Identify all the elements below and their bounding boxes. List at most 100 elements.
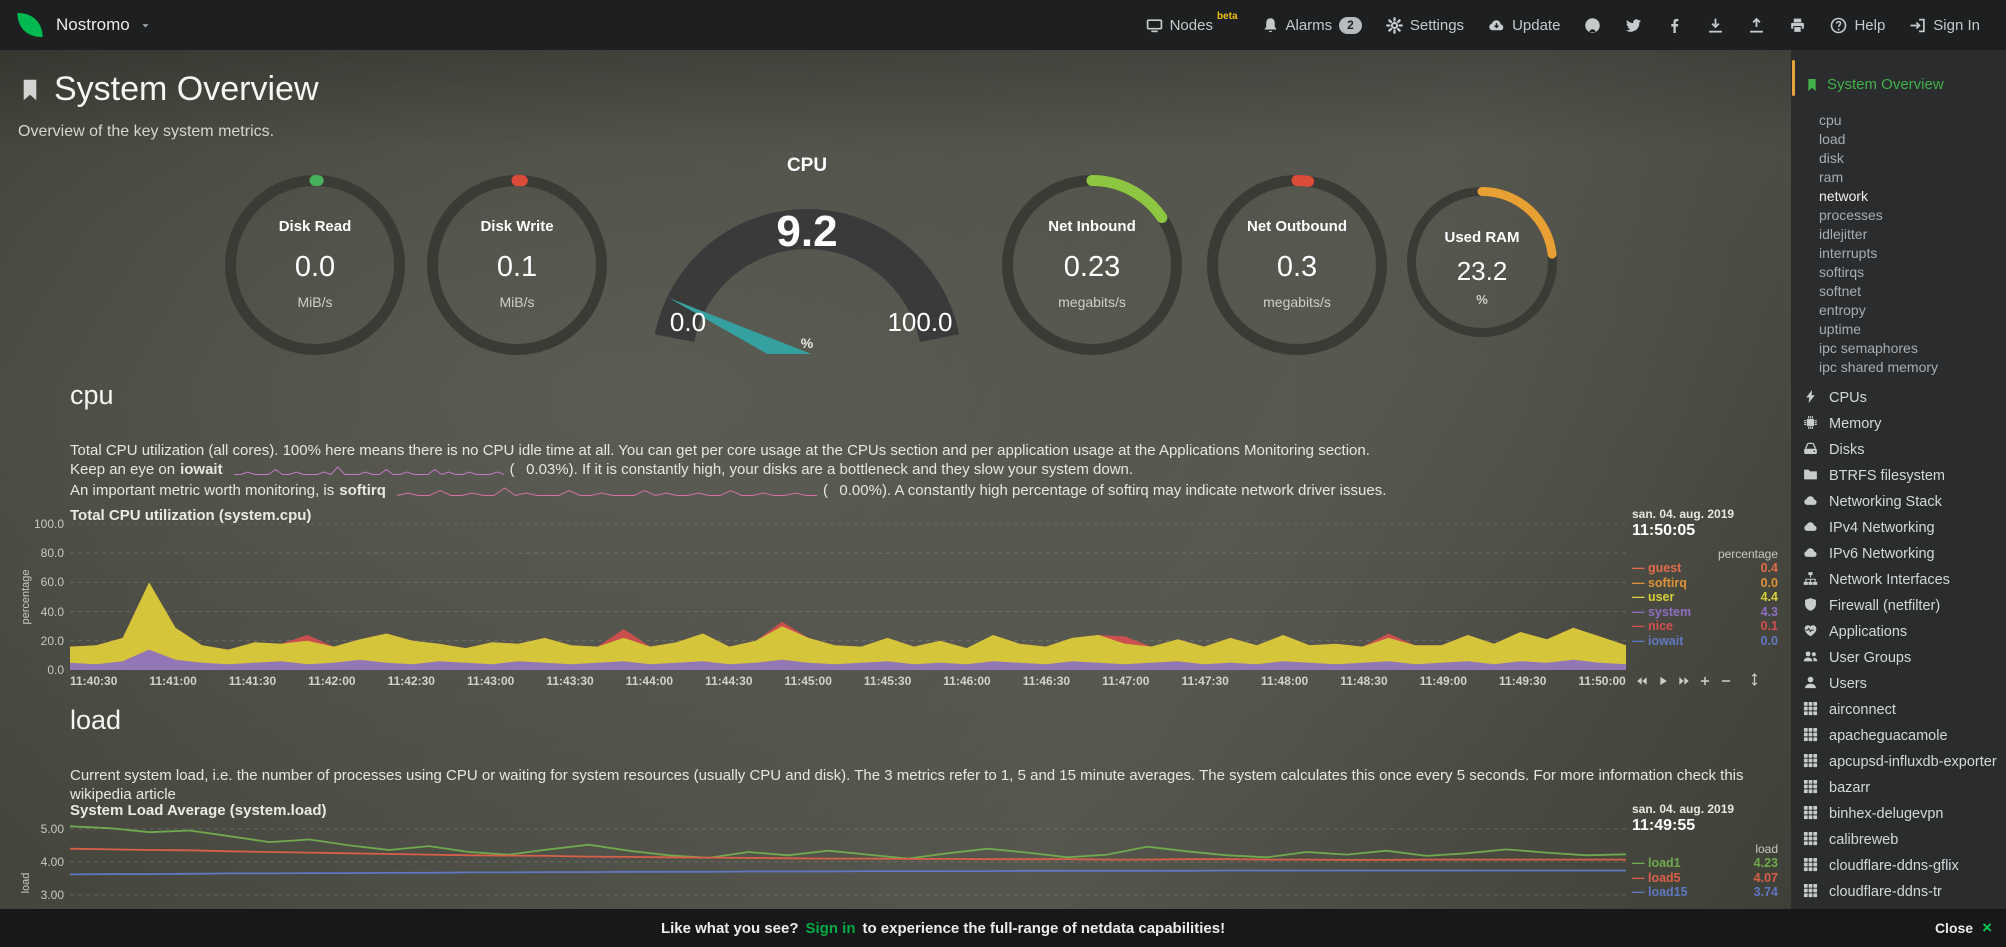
sidebar-item-ipc-shared-memory[interactable]: ipc shared memory	[1819, 359, 1939, 375]
cpu-utilization-chart[interactable]: Total CPU utilization (system.cpu) 100.0…	[0, 507, 1791, 717]
topbar-import[interactable]	[1695, 0, 1736, 50]
sidebar-item-firewall-netfilter[interactable]: Firewall (netfilter)	[1803, 593, 2000, 619]
topbar-export[interactable]	[1736, 0, 1777, 50]
topbar-signin[interactable]: Sign In	[1897, 0, 1992, 50]
disk-read-pie-chart[interactable]	[225, 175, 405, 355]
grid-icon	[1803, 831, 1820, 846]
topbar-update[interactable]: Update	[1476, 0, 1572, 50]
hostname[interactable]: Nostromo	[56, 15, 130, 34]
topbar-alarms-label: Alarms	[1285, 16, 1333, 34]
iowait-sparkline-chart[interactable]	[233, 462, 504, 481]
sidebar-item-cloudflare-ddns-gflix[interactable]: cloudflare-ddns-gflix	[1803, 853, 2000, 879]
sidebar-item-processes[interactable]: processes	[1819, 207, 1883, 223]
signin-link[interactable]: Sign in	[805, 919, 856, 937]
sidebar-item-applications[interactable]: Applications	[1803, 619, 2000, 645]
topbar-twitter[interactable]	[1613, 0, 1654, 50]
disk-write-pie-chart[interactable]	[427, 175, 607, 355]
skip-forward-button[interactable]	[1678, 675, 1690, 687]
sidebar-item-load[interactable]: load	[1819, 131, 1846, 147]
legend-dimension-value: 3.74	[1753, 885, 1778, 899]
sidebar-item-system-overview[interactable]: System Overview	[1805, 76, 2000, 93]
banner-close-button[interactable]: Close ×	[1935, 918, 1992, 938]
legend-dimension-system[interactable]: — system 4.3	[1632, 605, 1778, 620]
topbar-settings[interactable]: Settings	[1374, 0, 1476, 50]
node-selector[interactable]: Nostromo	[14, 9, 151, 41]
play-button[interactable]	[1657, 675, 1669, 687]
sidebar-item-ipv6-networking[interactable]: IPv6 Networking	[1803, 541, 2000, 567]
topbar-github[interactable]	[1572, 0, 1613, 50]
sidebar-item-ipv4-networking[interactable]: IPv4 Networking	[1803, 515, 2000, 541]
cpu-note-iowait: Keep an eye on iowait (0.03%). If it is co…	[70, 460, 1791, 481]
gauge-net-outbound[interactable]: Net Outbound 0.3 megabits/s	[1207, 175, 1387, 355]
cpu-gauge-chart[interactable]	[652, 179, 962, 354]
chart-resize-handle[interactable]	[1748, 673, 1761, 686]
legend-dimension-user[interactable]: — user 4.4	[1632, 590, 1778, 605]
sidebar-item-memory[interactable]: Memory	[1803, 411, 2000, 437]
gauge-disk-read[interactable]: Disk Read 0.0 MiB/s	[225, 175, 405, 355]
skip-back-button[interactable]	[1636, 675, 1648, 687]
y-axis-label: 100.0	[33, 517, 64, 531]
softirq-sparkline-chart[interactable]	[396, 483, 817, 502]
sidebar-item-softnet[interactable]: softnet	[1819, 283, 1862, 299]
gauge-value: 9.2	[776, 207, 838, 256]
topbar-alarms[interactable]: Alarms 2	[1250, 0, 1374, 50]
legend-dimension-load15[interactable]: — load15 3.74	[1632, 885, 1778, 900]
used-ram-pie-chart[interactable]	[1407, 187, 1557, 337]
sidebar-item-idlejitter[interactable]: idlejitter	[1819, 226, 1868, 242]
sidebar-scroll-indicator[interactable]	[1792, 60, 1795, 96]
sidebar-item-softirqs[interactable]: softirqs	[1819, 264, 1865, 280]
net-outbound-pie-chart[interactable]	[1207, 175, 1387, 355]
plus-button[interactable]	[1699, 675, 1711, 687]
legend-dimension-load1[interactable]: — load1 4.23	[1632, 856, 1778, 871]
legend-dimension-nice[interactable]: — nice 0.1	[1632, 619, 1778, 634]
gauge-net-inbound[interactable]: Net Inbound 0.23 megabits/s	[1002, 175, 1182, 355]
system-load-chart[interactable]: System Load Average (system.load) 5.00 4.…	[0, 802, 1791, 947]
sidebar-item-cpu[interactable]: cpu	[1819, 112, 1842, 128]
x-axis-label: 11:49:00	[1419, 674, 1468, 688]
net-inbound-pie-chart[interactable]	[1002, 175, 1182, 355]
sidebar-item-interrupts[interactable]: interrupts	[1819, 245, 1878, 261]
legend-dimension-iowait[interactable]: — iowait 0.0	[1632, 634, 1778, 649]
cpu-plot[interactable]	[70, 524, 1626, 670]
bookmark-icon	[1805, 78, 1819, 92]
sidebar-item-cloudflare-ddns-tr[interactable]: cloudflare-ddns-tr	[1803, 879, 2000, 905]
legend-dimension-guest[interactable]: — guest 0.4	[1632, 561, 1778, 576]
sidebar-item-calibreweb[interactable]: calibreweb	[1803, 827, 2000, 853]
gauge-label: Net Inbound	[1048, 218, 1136, 236]
gauge-cpu[interactable]: CPU 9.2 0.0 100.0%	[652, 155, 962, 395]
sidebar-item-ram[interactable]: ram	[1819, 169, 1844, 185]
sidebar-item-networking-stack[interactable]: Networking Stack	[1803, 489, 2000, 515]
minus-button[interactable]	[1720, 675, 1732, 687]
gauge-value: 0.23	[1063, 250, 1121, 283]
legend-dimension-softirq[interactable]: — softirq 0.0	[1632, 576, 1778, 591]
sidebar-item-cpus[interactable]: CPUs	[1803, 385, 2000, 411]
sidebar-item-network-interfaces[interactable]: Network Interfaces	[1803, 567, 2000, 593]
sidebar-item-network[interactable]: network	[1819, 188, 1869, 204]
sidebar-item-disks[interactable]: Disks	[1803, 437, 2000, 463]
legend-dimension-load5[interactable]: — load5 4.07	[1632, 871, 1778, 886]
sidebar-item-uptime[interactable]: uptime	[1819, 321, 1862, 337]
topbar-print[interactable]	[1777, 0, 1818, 50]
sidebar-item-entropy[interactable]: entropy	[1819, 302, 1866, 318]
topbar-help[interactable]: Help	[1818, 0, 1897, 50]
page-subtitle: Overview of the key system metrics.	[18, 123, 275, 140]
topbar-facebook[interactable]	[1654, 0, 1695, 50]
sidebar-item-btrfs-filesystem[interactable]: BTRFS filesystem	[1803, 463, 2000, 489]
sidebar-item-user-groups[interactable]: User Groups	[1803, 645, 2000, 671]
sidebar-item-ipc-semaphores[interactable]: ipc semaphores	[1819, 340, 1918, 356]
legend-units-label: percentage	[1717, 547, 1778, 561]
sidebar-item-bazarr[interactable]: bazarr	[1803, 775, 2000, 801]
sidebar-item-apacheguacamole[interactable]: apacheguacamole	[1803, 723, 2000, 749]
gauge-disk-write[interactable]: Disk Write 0.1 MiB/s	[427, 175, 607, 355]
sidebar-item-disk[interactable]: disk	[1819, 150, 1844, 166]
topbar-nodes[interactable]: Nodes beta	[1134, 0, 1250, 50]
load-plot[interactable]	[70, 819, 1626, 947]
sidebar-item-users[interactable]: Users	[1803, 671, 2000, 697]
sidebar-item-apcupsd-influxdb-exporter[interactable]: apcupsd-influxdb-exporter	[1803, 749, 2000, 775]
sidebar-item-binhex-delugevpn[interactable]: binhex-delugevpn	[1803, 801, 2000, 827]
y-axis-unit-label: load	[20, 872, 32, 894]
gauge-used-ram[interactable]: Used RAM 23.2%	[1407, 187, 1557, 337]
y-axis-label: 5.00	[40, 821, 64, 836]
sidebar-item-airconnect[interactable]: airconnect	[1803, 697, 2000, 723]
